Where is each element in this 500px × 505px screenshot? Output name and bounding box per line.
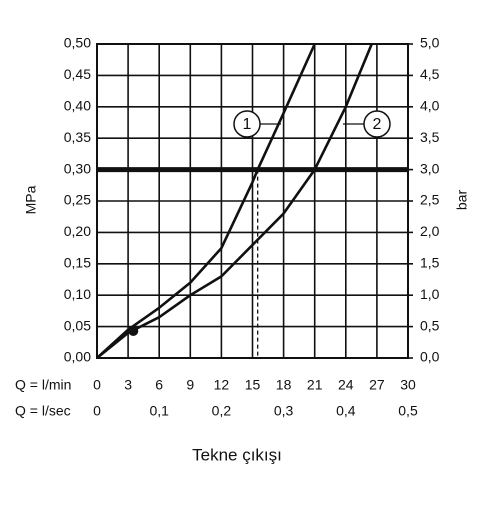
y2-tick-label: 3,5 [420,129,440,145]
y-tick-label: 0,40 [64,98,91,114]
y2-tick-label: 2,0 [420,223,440,239]
y-tick-label: 0,00 [64,349,91,365]
callout-circle [233,110,261,138]
x-axis-label: Q = l/min [15,377,71,393]
y2-axis-label: bar [454,190,470,211]
y2-tick-label: 1,5 [420,255,440,271]
y-tick-label: 0,05 [64,317,91,333]
marker-dot [128,325,139,336]
y2-tick-label: 0,0 [420,349,440,365]
legend-label: 1 [243,116,252,133]
x2-tick-label: 0 [93,403,101,419]
y-axis-label: MPa [23,185,39,214]
x2-tick-label: 0,4 [336,403,356,419]
plot-frame [96,43,409,359]
x-tick-label: 9 [186,377,194,393]
y2-tick-label: 4,5 [420,66,440,82]
curve [96,43,316,359]
x-tick-label: 3 [124,377,132,393]
y2-tick-label: 2,5 [420,192,440,208]
y-tick-label: 0,30 [64,160,91,176]
y-tick-label: 0,15 [64,255,91,271]
x2-tick-label: 0,2 [212,403,232,419]
callout-circle [363,110,391,138]
y-tick-label: 0,45 [64,66,91,82]
x2-tick-label: 0,5 [398,403,418,419]
x2-tick-label: 0,1 [149,403,169,419]
y2-tick-label: 3,0 [420,160,440,176]
x-tick-label: 27 [369,377,385,393]
y2-tick-label: 1,0 [420,286,440,302]
x-tick-label: 6 [155,377,163,393]
y-tick-label: 0,25 [64,192,91,208]
x-tick-label: 18 [276,377,292,393]
x-tick-label: 30 [400,377,416,393]
y-tick-label: 0,10 [64,286,91,302]
y-tick-label: 0,35 [64,129,91,145]
legend-label: 2 [373,116,382,133]
x-tick-label: 0 [93,377,101,393]
y2-tick-label: 0,5 [420,317,440,333]
y-tick-label: 0,50 [64,35,91,51]
x2-axis-label: Q = l/sec [15,403,71,419]
x2-tick-label: 0,3 [274,403,294,419]
chart-title: Tekne çıkışı [192,445,282,464]
curve [96,43,373,360]
y2-tick-label: 5,0 [420,35,440,51]
y2-tick-label: 4,0 [420,98,440,114]
x-tick-label: 12 [214,377,230,393]
x-tick-label: 21 [307,377,323,393]
x-tick-label: 24 [338,377,354,393]
y-tick-label: 0,20 [64,223,91,239]
x-tick-label: 15 [245,377,261,393]
